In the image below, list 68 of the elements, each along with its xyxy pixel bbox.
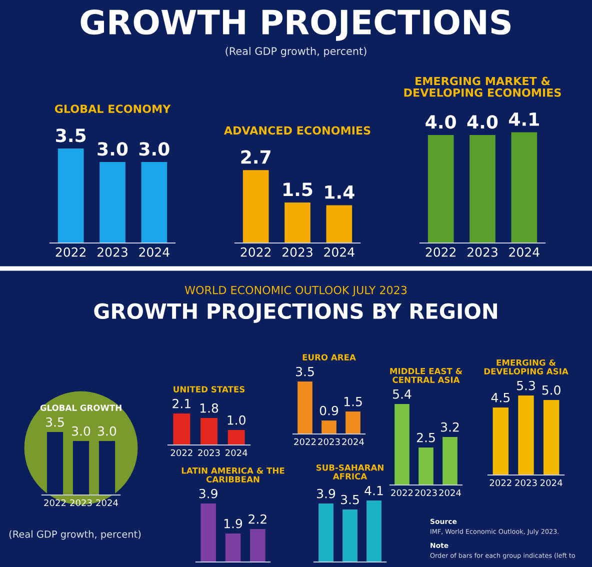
data-label: 3.0 bbox=[139, 142, 170, 156]
data-label: 3.0 bbox=[98, 142, 128, 156]
chart-title: ADVANCED ECONOMIES bbox=[224, 126, 370, 135]
x-tick-label: 2022 bbox=[44, 499, 66, 506]
x-tick-label: 2023 bbox=[98, 247, 128, 257]
data-label: 3.0 bbox=[98, 426, 116, 436]
x-tick-label: 2022 bbox=[426, 247, 456, 257]
text: (Real GDP growth, percent) bbox=[226, 46, 366, 58]
x-tick-label: 2022 bbox=[240, 247, 270, 257]
data-label: 4.1 bbox=[508, 112, 539, 126]
x-tick-label: 2024 bbox=[226, 449, 248, 456]
x-tick-label: 2023 bbox=[415, 489, 437, 496]
text: GROWTH PROJECTIONS BY REGION bbox=[94, 303, 497, 323]
x-tick-label: 2024 bbox=[96, 499, 118, 506]
data-label: 4.1 bbox=[364, 486, 383, 496]
chart-title: UNITED STATES bbox=[174, 386, 245, 392]
data-label: 1.5 bbox=[344, 397, 362, 406]
x-tick-label: 2022 bbox=[490, 479, 512, 486]
data-label: 3.5 bbox=[56, 128, 86, 142]
data-label: 1.8 bbox=[200, 403, 218, 413]
chart-title: EMERGING & DEVELOPING ASIA bbox=[484, 359, 568, 374]
data-label: 1.9 bbox=[224, 518, 242, 528]
x-tick-label: 2023 bbox=[282, 247, 312, 257]
data-label: 2.2 bbox=[248, 514, 266, 524]
x-tick-label: 2024 bbox=[439, 489, 461, 496]
x-tick-label: 2023 bbox=[198, 449, 220, 456]
x-tick-label: 2023 bbox=[468, 247, 498, 257]
data-label: 2.1 bbox=[172, 398, 190, 408]
x-tick-label: 2023 bbox=[318, 438, 340, 446]
data-label: 5.3 bbox=[517, 380, 535, 390]
text: WORLD ECONOMIC OUTLOOK JULY 2023 bbox=[184, 286, 407, 296]
data-label: 3.5 bbox=[341, 494, 359, 504]
x-tick-label: 2022 bbox=[56, 247, 86, 257]
data-label: 3.9 bbox=[199, 488, 218, 498]
data-label: 5.0 bbox=[542, 385, 560, 395]
data-label: 2.5 bbox=[416, 432, 435, 442]
x-tick-label: 2023 bbox=[515, 479, 537, 486]
x-tick-label: 2022 bbox=[391, 489, 413, 496]
data-label: 0.9 bbox=[320, 406, 338, 416]
chart-title: LATIN AMERICA & THE CARIBBEAN bbox=[182, 467, 284, 482]
chart-title: SUB-SAHARAN AFRICA bbox=[316, 464, 384, 480]
chart-title: EURO AREA bbox=[302, 354, 356, 360]
data-label: 1.4 bbox=[325, 186, 354, 199]
x-tick-label: 2022 bbox=[294, 438, 316, 446]
data-label: 5.4 bbox=[393, 390, 412, 399]
x-tick-label: 2024 bbox=[139, 247, 170, 257]
chart-title: MIDDLE EAST & CENTRAL ASIA bbox=[390, 368, 462, 383]
text: GROWTH PROJECTIONS bbox=[80, 9, 510, 41]
chart-title: GLOBAL GROWTH bbox=[40, 404, 122, 411]
data-label: 1.5 bbox=[284, 182, 312, 196]
x-tick-label: 2024 bbox=[509, 247, 540, 257]
x-tick-label: 2024 bbox=[324, 247, 354, 257]
data-label: 4.0 bbox=[426, 115, 456, 129]
chart-title: EMERGING MARKET & DEVELOPING ECONOMIES bbox=[404, 76, 561, 97]
x-tick-label: 2024 bbox=[540, 479, 562, 486]
chart-title: GLOBAL ECONOMY bbox=[54, 104, 171, 114]
data-label: 3.5 bbox=[296, 366, 314, 376]
data-label: 1.0 bbox=[228, 415, 246, 425]
data-label: 2.7 bbox=[241, 150, 270, 164]
data-label: 4.5 bbox=[491, 393, 510, 402]
x-tick-label: 2022 bbox=[170, 449, 192, 456]
data-label: 3.0 bbox=[72, 426, 90, 436]
text: (Real GDP growth, percent) bbox=[9, 530, 141, 540]
data-label: 3.9 bbox=[317, 488, 336, 498]
data-label: 4.0 bbox=[467, 115, 498, 129]
data-label: 3.2 bbox=[441, 422, 459, 432]
x-tick-label: 2024 bbox=[342, 438, 364, 446]
data-label: 3.5 bbox=[46, 417, 64, 427]
